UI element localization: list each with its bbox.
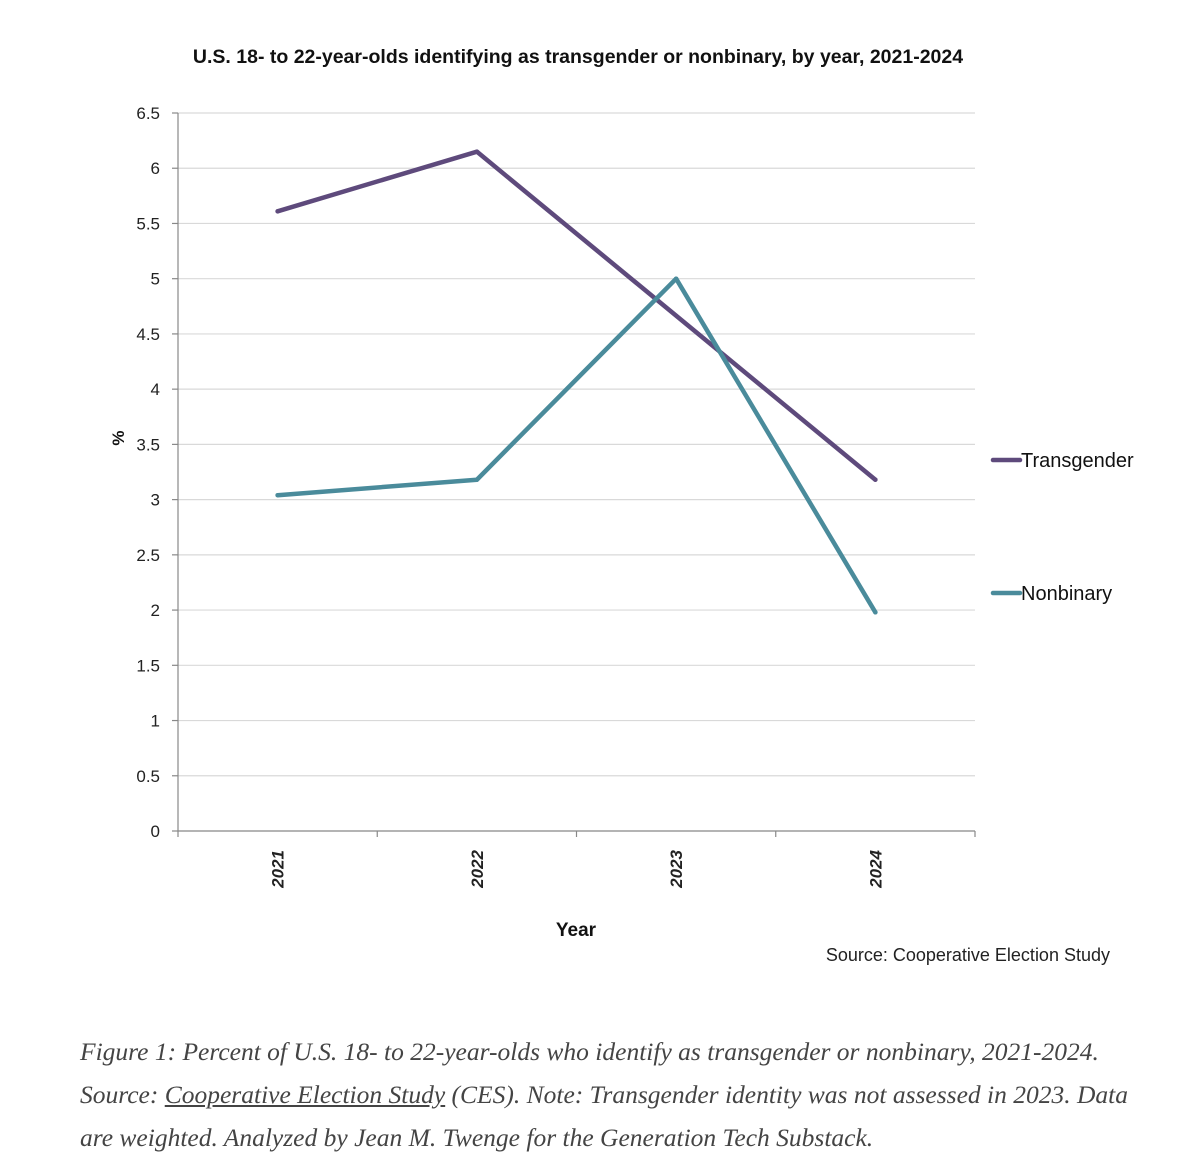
data-point-nonbinary [275,492,280,498]
caption-text-after: (CES). Note: Transgender identity was no… [80,1080,1128,1152]
y-tick-label: 3 [151,491,160,510]
x-tick-label: 2022 [468,849,487,888]
data-point-transgender [474,149,480,154]
y-tick-label: 0.5 [136,767,160,786]
data-point-transgender [873,477,878,482]
y-tick-label: 0 [151,822,160,841]
y-tick-label: 6.5 [136,104,160,123]
line-chart: U.S. 18- to 22-year-olds identifying as … [109,46,1134,965]
legend-label-nonbinary: Nonbinary [1021,583,1112,605]
y-tick-label: 3.5 [136,435,160,454]
data-point-nonbinary [673,276,679,281]
figure-caption: Figure 1: Percent of U.S. 18- to 22-year… [80,1030,1160,1159]
series-line-transgender [275,149,878,482]
y-axis-label: % [109,430,128,445]
y-tick-label: 4 [151,380,160,399]
x-tick-label: 2021 [269,850,288,889]
series-line-nonbinary [275,276,878,615]
data-point-transgender [275,209,280,214]
caption-text-before: Figure 1: Percent of U.S. 18- to 22-year… [80,1037,1099,1109]
ces-link[interactable]: Cooperative Election Study [164,1080,446,1109]
data-point-nonbinary [873,610,878,615]
y-tick-label: 2.5 [136,546,160,565]
x-tick-label: 2024 [866,849,885,888]
y-tick-label: 1.5 [136,656,160,675]
chart-title: U.S. 18- to 22-year-olds identifying as … [193,46,963,68]
y-tick-label: 5.5 [136,214,160,233]
y-tick-label: 1 [151,712,160,731]
y-tick-label: 4.5 [136,325,160,344]
source-note: Source: Cooperative Election Study [826,945,1110,965]
legend-label-transgender: Transgender [1021,450,1134,472]
x-axis-label: Year [556,920,597,941]
data-point-nonbinary [474,477,480,482]
y-tick-label: 5 [151,270,160,289]
y-tick-label: 2 [151,601,160,620]
x-tick-label: 2023 [667,849,686,888]
y-tick-label: 6 [151,159,160,178]
